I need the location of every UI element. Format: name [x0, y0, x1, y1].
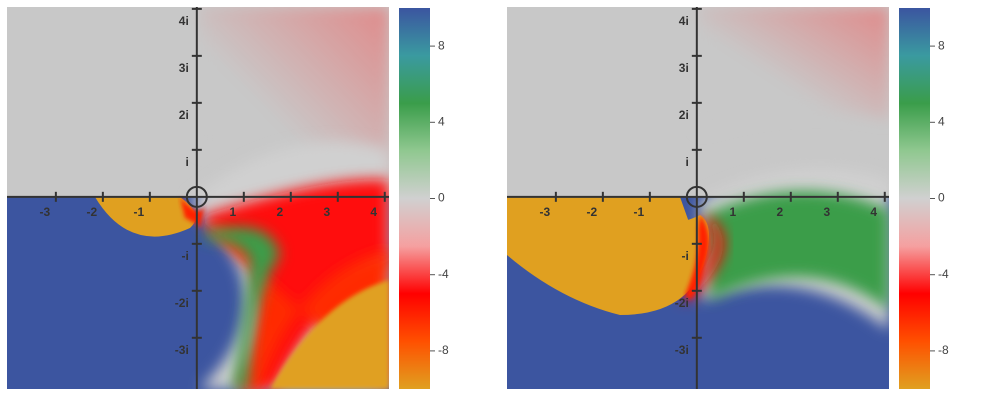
origin-marker: [685, 185, 708, 208]
y-tick-label: -i: [681, 249, 688, 263]
x-tick-label: 2: [276, 205, 283, 219]
y-tick-label: 4i: [179, 14, 189, 28]
colorbar-scale: [899, 8, 930, 389]
y-tick-label: i: [185, 155, 188, 169]
colorbar-tick-label: 4: [438, 114, 445, 128]
colorbar-tick-label: -4: [938, 267, 949, 281]
y-tick-label: -3i: [175, 343, 189, 357]
y-tick-label: 4i: [679, 14, 689, 28]
colorbar-scale: [399, 8, 430, 389]
heatmap: [507, 7, 889, 389]
panel: -3 -2 -1 1 2 3 4 4i 3i 2i i -i -2i -3i -8 -4 0 4 8: [7, 7, 449, 389]
y-tick-label: 2i: [679, 108, 689, 122]
origin-marker: [185, 185, 208, 208]
colorbar: -8 -4 0 4 8: [899, 8, 949, 389]
y-tick-label: -2i: [675, 296, 689, 310]
x-tick-label: 3: [823, 205, 830, 219]
y-tick-label: 3i: [179, 61, 189, 75]
y-tick-label: 3i: [679, 61, 689, 75]
x-tick-label: -1: [134, 205, 145, 219]
colorbar-tick-label: -8: [438, 343, 449, 357]
x-tick-label: -2: [587, 205, 598, 219]
x-tick-label: 4: [370, 205, 377, 219]
colorbar-tick-label: 0: [938, 191, 945, 205]
y-tick-label: -2i: [175, 296, 189, 310]
colorbar-tick-label: 4: [938, 114, 945, 128]
colorbar-tick-label: -4: [438, 267, 449, 281]
y-tick-label: i: [685, 155, 688, 169]
x-tick-label: 4: [870, 205, 877, 219]
colorbar: -8 -4 0 4 8: [399, 8, 449, 389]
x-tick-label: -2: [87, 205, 98, 219]
x-tick-label: -1: [634, 205, 645, 219]
y-tick-label: 2i: [179, 108, 189, 122]
x-tick-label: 1: [229, 205, 236, 219]
y-tick-label: -i: [181, 249, 188, 263]
colorbar-tick-label: 8: [438, 38, 445, 52]
heatmap: [7, 7, 389, 389]
y-tick-label: -3i: [675, 343, 689, 357]
x-tick-label: 1: [729, 205, 736, 219]
colorbar-tick-label: 8: [938, 38, 945, 52]
colorbar-tick-label: 0: [438, 191, 445, 205]
x-tick-label: -3: [540, 205, 551, 219]
x-tick-label: -3: [40, 205, 51, 219]
panel: -3 -2 -1 1 2 3 4 4i 3i 2i i -i -2i -3i -8 -4 0 4 8: [507, 7, 949, 389]
x-tick-label: 2: [776, 205, 783, 219]
colorbar-tick-label: -8: [938, 343, 949, 357]
x-tick-label: 3: [323, 205, 330, 219]
